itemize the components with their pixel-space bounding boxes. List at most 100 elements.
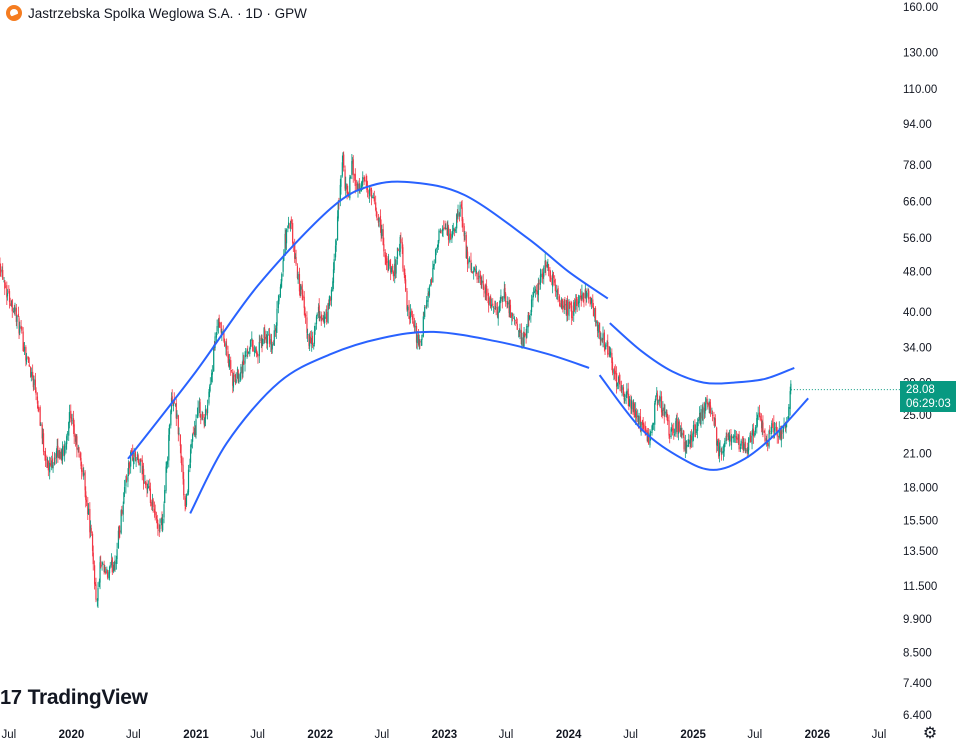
candle-body xyxy=(349,177,351,199)
candle-body xyxy=(476,272,478,280)
candle-body xyxy=(642,423,644,425)
candle-body xyxy=(605,344,607,350)
candle-body xyxy=(514,319,516,321)
candle-body xyxy=(330,297,332,302)
candle-body xyxy=(784,425,787,427)
candle-body xyxy=(359,190,361,192)
candle-body xyxy=(101,565,103,567)
symbol-title[interactable]: Jastrzebska Spolka Weglowa S.A. · 1D · G… xyxy=(28,5,307,21)
candle-body xyxy=(671,429,674,431)
candle-body xyxy=(245,354,247,357)
candle-body xyxy=(8,291,10,293)
upper-arc-2-line[interactable] xyxy=(609,322,795,385)
candle-body xyxy=(594,308,596,319)
candle-body xyxy=(439,230,441,233)
candle-body xyxy=(454,229,456,231)
price-axis[interactable]: 160.00 130.00 110.00 94.00 78.00 66.00 56.00 48… xyxy=(903,2,938,722)
candle-body xyxy=(268,334,270,336)
candle-body xyxy=(627,388,629,399)
candle-body xyxy=(733,435,735,437)
candle-body xyxy=(494,305,497,310)
candle-body xyxy=(389,261,391,267)
candle-body xyxy=(120,510,122,534)
candle-body xyxy=(352,159,354,176)
candle-body xyxy=(600,337,602,341)
candle-body xyxy=(485,287,487,294)
candle-body xyxy=(616,382,618,387)
candle-body xyxy=(454,229,456,232)
upper-arc-1-line[interactable] xyxy=(127,180,609,460)
candle-body xyxy=(201,414,203,420)
candle-body xyxy=(434,249,437,263)
candle-body xyxy=(441,229,443,232)
candle-body xyxy=(353,174,356,176)
candle-body xyxy=(119,530,121,533)
candle-body xyxy=(724,440,726,447)
candle-body xyxy=(337,203,339,219)
candle-body xyxy=(568,301,570,317)
candle-body xyxy=(10,300,13,307)
candle-body xyxy=(752,429,755,437)
candle-body xyxy=(532,293,535,296)
candle-body xyxy=(73,424,75,437)
candle-body xyxy=(530,299,533,313)
candle-body xyxy=(125,477,128,480)
candle-body xyxy=(106,569,108,574)
candle-body xyxy=(176,413,178,417)
candle-body xyxy=(669,435,671,437)
candle-body xyxy=(154,511,156,516)
candle-body xyxy=(155,515,158,519)
candle-body xyxy=(708,401,710,406)
candle-body xyxy=(720,448,723,455)
candle-body xyxy=(570,303,572,308)
candle-body xyxy=(113,564,115,569)
candle-body xyxy=(147,488,149,489)
candle-body xyxy=(284,233,286,256)
candle-body xyxy=(563,301,565,309)
candle-body xyxy=(308,334,310,346)
candle-body xyxy=(602,333,604,340)
candle-body xyxy=(146,482,148,490)
candle-body xyxy=(275,325,277,332)
gear-icon[interactable]: ⚙ xyxy=(922,725,938,742)
candle-body xyxy=(13,310,15,312)
candle-body xyxy=(592,306,595,317)
candle-body xyxy=(187,469,190,493)
candle-body xyxy=(599,322,601,333)
candle-body xyxy=(130,452,132,467)
candle-body xyxy=(781,432,783,435)
candle-body xyxy=(211,373,213,382)
last-price-label: 28.08 06:29:03 xyxy=(900,381,956,412)
candle-body xyxy=(49,462,51,473)
candle-body xyxy=(668,420,670,436)
candle-body xyxy=(123,487,126,493)
candle-body xyxy=(166,464,168,468)
candle-body xyxy=(680,428,682,437)
candle-body xyxy=(760,419,763,429)
candle-body xyxy=(764,433,766,442)
candle-body xyxy=(47,461,49,471)
candle-body xyxy=(640,421,642,432)
candle-body xyxy=(392,271,394,277)
time-axis[interactable]: Jul 2020 Jul 2021 Jul 2022 Jul 2023 Jul 2024 Jul 20… xyxy=(1,729,886,741)
candle-body xyxy=(460,204,463,207)
candle-body xyxy=(270,339,272,345)
x-tick-label: Jul xyxy=(623,729,638,741)
candle-body xyxy=(587,289,589,291)
lower-arc-2-line[interactable] xyxy=(598,374,809,471)
candle-body xyxy=(159,524,161,529)
candle-body xyxy=(23,348,25,352)
candle-body xyxy=(677,421,680,434)
candle-body xyxy=(339,184,341,202)
candle-body xyxy=(202,414,204,418)
candle-body xyxy=(55,451,58,458)
candle-body xyxy=(560,299,563,308)
candle-body xyxy=(463,226,465,237)
candle-body xyxy=(466,249,468,259)
candle-body xyxy=(66,436,68,445)
candle-body xyxy=(407,306,409,311)
candle-body xyxy=(403,268,405,275)
lower-arc-1-line[interactable] xyxy=(189,330,590,514)
candle-body xyxy=(44,454,47,461)
